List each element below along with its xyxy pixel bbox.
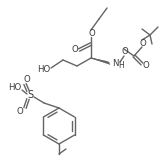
Text: HO: HO — [8, 83, 22, 93]
Text: H: H — [118, 60, 124, 70]
Text: O: O — [140, 38, 146, 48]
Text: HO: HO — [37, 65, 51, 74]
Text: O: O — [17, 107, 23, 116]
Text: N: N — [112, 59, 118, 68]
Polygon shape — [91, 58, 110, 65]
Text: O: O — [89, 30, 95, 38]
Text: O: O — [122, 48, 128, 56]
Text: O: O — [72, 46, 78, 54]
Text: O: O — [143, 60, 149, 70]
Text: O: O — [24, 74, 30, 83]
Text: S: S — [27, 90, 33, 100]
